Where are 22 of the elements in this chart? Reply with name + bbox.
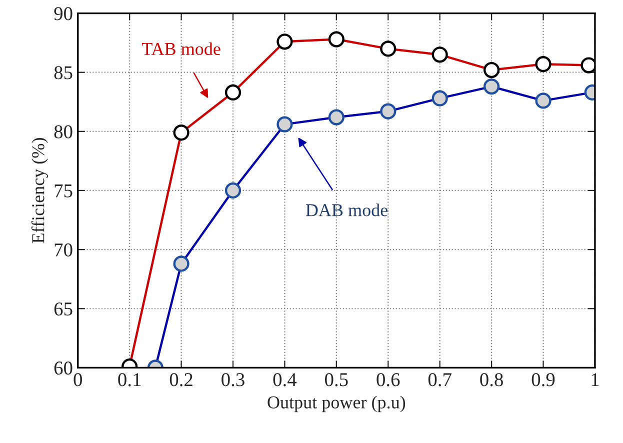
x-axis-title: Output power (p.u) bbox=[268, 396, 406, 412]
x-tick-label: 1 bbox=[592, 373, 599, 386]
x-tick-label: 0.9 bbox=[532, 373, 555, 386]
x-tick-label: 0.1 bbox=[118, 373, 141, 386]
x-tick-label: 0.8 bbox=[480, 373, 503, 386]
x-tick-label: 0.2 bbox=[170, 373, 192, 386]
annotation: TAB mode bbox=[142, 42, 220, 56]
x-tick-label: 0.4 bbox=[273, 373, 297, 386]
y-tick-label: 85 bbox=[54, 66, 72, 80]
y-tick-label: 60 bbox=[54, 362, 72, 375]
y-axis-title: Efficiency (%) bbox=[31, 138, 48, 244]
x-tick-label: 0.7 bbox=[428, 373, 452, 386]
y-tick-label: 65 bbox=[54, 302, 72, 316]
annotation: DAB mode bbox=[306, 204, 388, 216]
x-tick-label: 0.6 bbox=[376, 373, 400, 386]
y-tick-label: 90 bbox=[54, 7, 72, 20]
y-tick-label: 70 bbox=[54, 243, 72, 256]
y-tick-label: 75 bbox=[54, 184, 72, 198]
x-tick-label: 0.5 bbox=[325, 373, 348, 386]
y-tick-label: 80 bbox=[54, 125, 72, 138]
x-tick-label: 0 bbox=[74, 373, 82, 386]
x-tick-label: 0.3 bbox=[222, 373, 244, 386]
